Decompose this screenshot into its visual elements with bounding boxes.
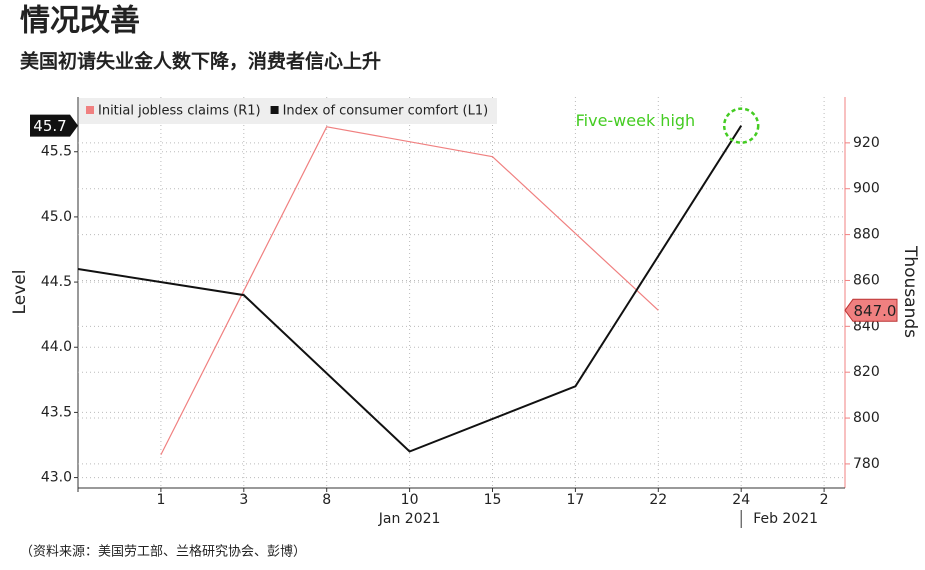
series-line <box>160 126 659 456</box>
y2-tick-label: 800 <box>853 410 880 426</box>
y2-tick-label: 780 <box>853 456 880 472</box>
x-tick-label: 10 <box>401 492 419 508</box>
value-tag <box>30 114 78 137</box>
y-tick-label: 44.5 <box>41 274 72 290</box>
x-tick-label: 3 <box>239 492 248 508</box>
highlight-circle <box>722 107 760 144</box>
legend-swatch <box>86 106 94 114</box>
legend-box <box>79 98 497 124</box>
y-tick-label: 45.5 <box>41 144 72 160</box>
series-line <box>77 125 743 453</box>
y-tick-label: 43.5 <box>41 404 72 420</box>
x-tick-label: 1 <box>156 492 165 508</box>
legend-label: Index of consumer comfort (L1) <box>283 104 489 119</box>
legend-swatch <box>270 106 279 114</box>
x-tick-label: 17 <box>566 492 584 508</box>
y2-axis-label: Thousands <box>900 245 920 338</box>
x-tick-label: 22 <box>649 492 667 508</box>
y2-tick-label: 880 <box>853 227 880 243</box>
x-group-label: Jan 2021 <box>378 511 441 527</box>
chart-subtitle: 美国初请失业金人数下降，消费者信心上升 <box>20 50 381 73</box>
source: （资料来源：美国劳工部、兰格研究协会、彭博） <box>20 544 306 560</box>
x-tick-label: 15 <box>484 492 502 508</box>
x-group-label: Feb 2021 <box>753 511 818 527</box>
y2-tick-label: 920 <box>853 135 880 151</box>
y-tick-label: 45.0 <box>41 209 72 225</box>
y-tick-label: 43.0 <box>41 470 72 486</box>
y2-tick-label: 860 <box>853 272 880 288</box>
y-axis-label: Level <box>10 270 30 315</box>
y2-tick-label: 840 <box>853 318 880 334</box>
x-tick-label: 24 <box>732 492 750 508</box>
chart-title: 情况改善 <box>20 4 140 39</box>
y-tick-label: 44.0 <box>41 339 72 355</box>
annotation: Five-week high <box>576 111 696 130</box>
y2-tick-label: 820 <box>853 364 880 380</box>
value-label: 45.7 <box>33 117 66 135</box>
x-tick-label: 8 <box>322 492 331 508</box>
y2-tick-label: 900 <box>853 181 880 197</box>
value-tag <box>844 298 898 322</box>
legend-label: Initial jobless claims (R1) <box>98 104 261 119</box>
x-tick-label: 2 <box>820 492 829 508</box>
value-label: 847.0 <box>854 302 897 320</box>
